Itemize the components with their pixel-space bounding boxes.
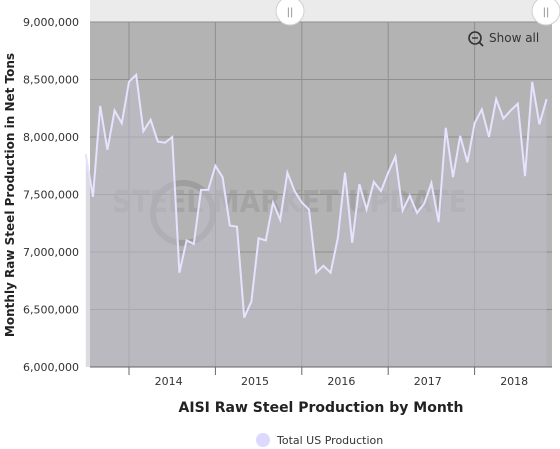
zoom-out-icon-handle: [478, 41, 484, 47]
y-tick-label: 9,000,000: [23, 16, 79, 29]
zoom-out-icon: [468, 31, 482, 45]
navigator-right-handle-grip: ||: [543, 7, 550, 18]
x-tick-label: 2018: [500, 375, 528, 388]
navigator-bar[interactable]: [90, 0, 552, 22]
show-all-button[interactable]: Show all: [468, 31, 539, 47]
x-tick-label: 2016: [327, 375, 355, 388]
legend-marker: [256, 433, 270, 447]
y-tick-label: 6,500,000: [23, 304, 79, 317]
navigator-left-handle[interactable]: ||: [275, 0, 305, 26]
y-axis-title: Monthly Raw Steel Production in Net Tons: [3, 53, 17, 337]
series-area: [85, 74, 547, 368]
navigator-left-handle-grip: ||: [287, 7, 294, 18]
y-tick-label: 6,000,000: [23, 361, 79, 374]
y-tick-label: 7,000,000: [23, 246, 79, 259]
show-all-label[interactable]: Show all: [489, 31, 539, 45]
legend[interactable]: Total US Production: [256, 433, 383, 447]
navigator-right-handle[interactable]: ||: [531, 0, 560, 26]
y-tick-label: 8,500,000: [23, 74, 79, 87]
x-tick-label: 2014: [155, 375, 183, 388]
y-tick-label: 8,000,000: [23, 131, 79, 144]
x-axis: 2014 2015 2016 2017 2018: [90, 366, 552, 388]
x-tick-label: 2017: [414, 375, 442, 388]
y-axis: 6,000,000 6,500,000 7,000,000 7,500,000 8,00…: [23, 16, 79, 374]
x-tick-label: 2015: [241, 375, 269, 388]
legend-label[interactable]: Total US Production: [276, 434, 383, 447]
x-axis-title: AISI Raw Steel Production by Month: [179, 400, 464, 416]
series-layer: [84, 72, 548, 368]
y-tick-label: 7,500,000: [23, 189, 79, 202]
